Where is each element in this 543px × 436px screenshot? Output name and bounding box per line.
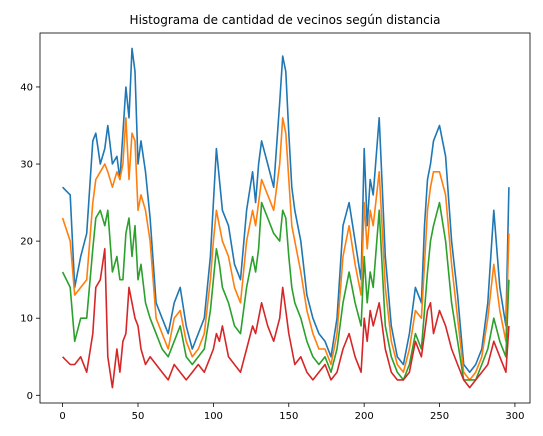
y-tick-label: 10 bbox=[20, 314, 33, 325]
y-axis: 0 10 20 30 40 bbox=[20, 82, 40, 402]
x-tick-label: 100 bbox=[204, 411, 223, 422]
y-tick-label: 20 bbox=[20, 237, 33, 248]
plot-frame bbox=[39, 32, 531, 404]
series-line-4 bbox=[62, 248, 510, 389]
x-tick-label: 50 bbox=[132, 411, 145, 422]
x-axis: 0 50 100 150 200 250 300 bbox=[59, 403, 524, 422]
y-tick-label: 0 bbox=[27, 391, 33, 402]
chart-title: Histograma de cantidad de vecinos según … bbox=[130, 13, 441, 27]
x-tick-label: 300 bbox=[505, 411, 524, 422]
x-tick-label: 250 bbox=[430, 411, 449, 422]
series-line-1 bbox=[62, 47, 510, 374]
series-line-3 bbox=[61, 201, 510, 381]
y-tick-label: 30 bbox=[20, 160, 33, 171]
x-tick-label: 0 bbox=[59, 411, 65, 422]
y-tick-label: 40 bbox=[20, 82, 33, 93]
x-tick-label: 150 bbox=[279, 411, 298, 422]
series-line-2 bbox=[61, 117, 510, 381]
x-tick-label: 200 bbox=[355, 411, 374, 422]
series-layer bbox=[61, 47, 510, 389]
